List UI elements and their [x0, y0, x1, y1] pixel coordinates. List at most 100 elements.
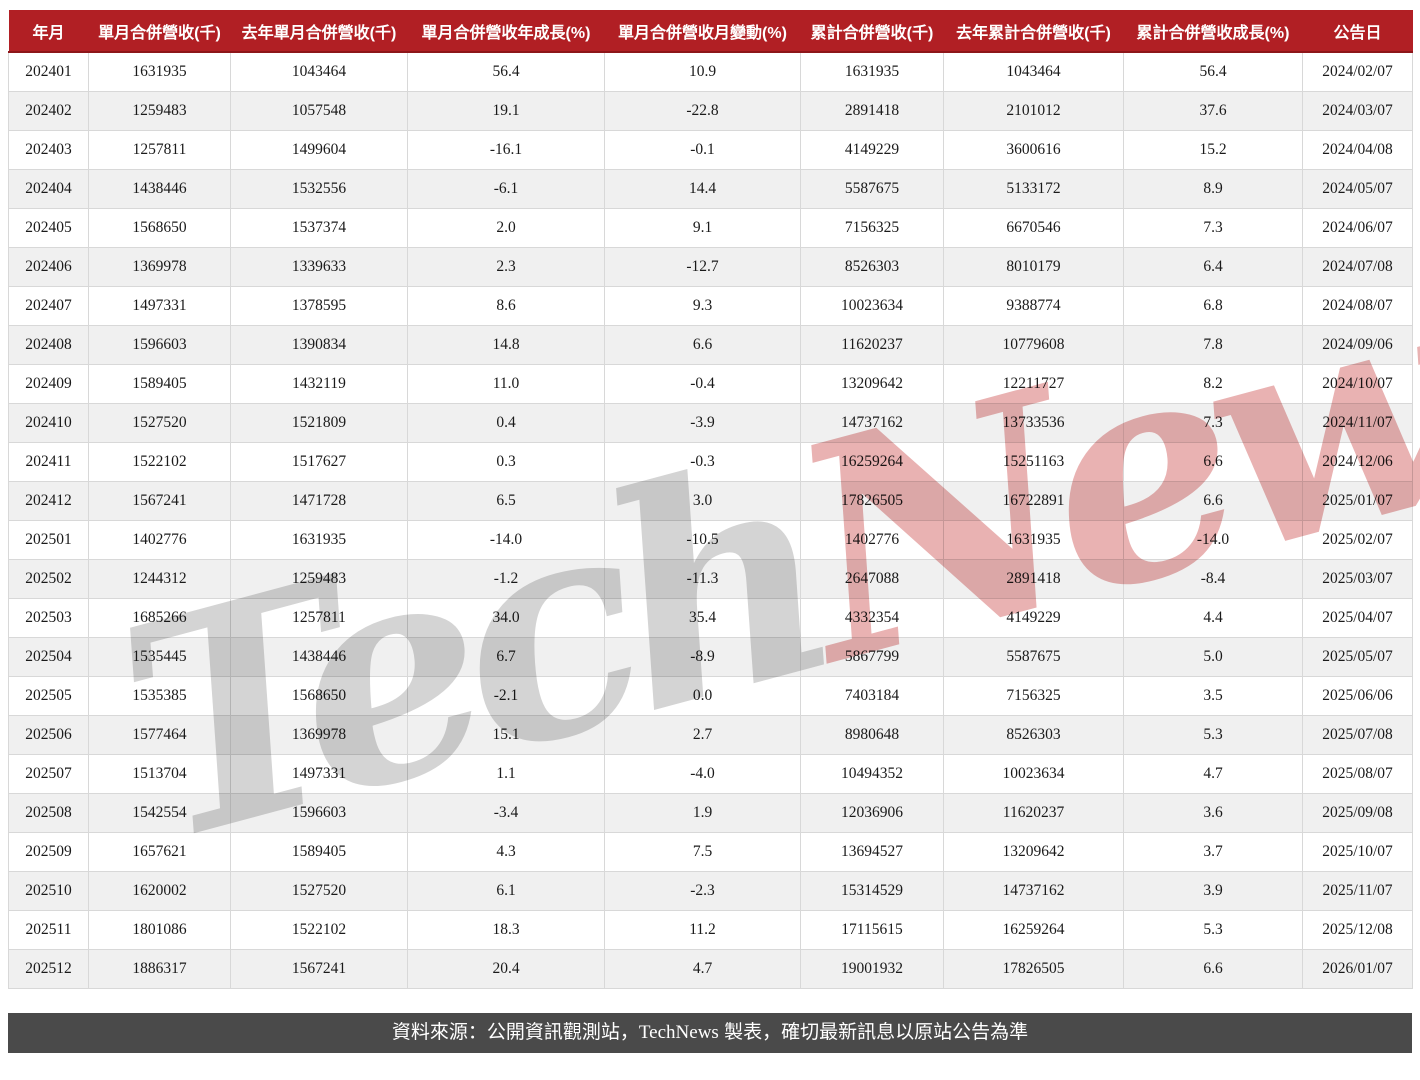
cell: 1369978: [230, 714, 408, 755]
cell: 8526303: [800, 246, 944, 287]
cell: 9.3: [604, 285, 801, 326]
column-header: 累計合併營收(千): [800, 10, 944, 53]
table-row: 202402 1259483 1057548 19.1 -22.8 2891418 2101…: [8, 90, 1413, 131]
cell: 2025/01/07: [1302, 480, 1413, 521]
cell: 5587675: [943, 636, 1124, 677]
cell: 202510: [8, 870, 89, 911]
cell: 8.6: [407, 285, 605, 326]
cell: -8.9: [604, 636, 801, 677]
header-row: 年月 單月合併營收(千) 去年單月合併營收(千) 單月合併營收年成長(%) 單月合併營收…: [8, 10, 1413, 53]
cell: 1596603: [88, 324, 231, 365]
cell: 1537374: [230, 207, 408, 248]
cell: 202503: [8, 597, 89, 638]
cell: 2024/09/06: [1302, 324, 1413, 365]
cell: 2024/05/07: [1302, 168, 1413, 209]
cell: -2.3: [604, 870, 801, 911]
cell: 15251163: [943, 441, 1124, 482]
cell: 202412: [8, 480, 89, 521]
cell: -0.4: [604, 363, 801, 404]
cell: 2024/03/07: [1302, 90, 1413, 131]
column-header: 累計合併營收成長(%): [1123, 10, 1303, 53]
cell: 6.6: [604, 324, 801, 365]
cell: 3.5: [1123, 675, 1303, 716]
cell: 1513704: [88, 753, 231, 794]
cell: -6.1: [407, 168, 605, 209]
column-header: 去年累計合併營收(千): [943, 10, 1124, 53]
table-row: 202411 1522102 1517627 0.3 -0.3 16259264 15251…: [8, 441, 1413, 482]
table-row: 202510 1620002 1527520 6.1 -2.3 15314529 14737…: [8, 870, 1413, 911]
cell: 1522102: [230, 909, 408, 950]
cell: 1438446: [230, 636, 408, 677]
table-row: 202406 1369978 1339633 2.3 -12.7 8526303 80101…: [8, 246, 1413, 287]
cell: 11620237: [800, 324, 944, 365]
table-row: 202401 1631935 1043464 56.4 10.9 1631935 10434…: [8, 51, 1413, 92]
cell: 2891418: [800, 90, 944, 131]
cell: 1499604: [230, 129, 408, 170]
cell: 202507: [8, 753, 89, 794]
cell: 2025/07/08: [1302, 714, 1413, 755]
cell: 18.3: [407, 909, 605, 950]
cell: 7156325: [800, 207, 944, 248]
cell: 202502: [8, 558, 89, 599]
cell: 2024/07/08: [1302, 246, 1413, 287]
table-row: 202412 1567241 1471728 6.5 3.0 17826505 167228…: [8, 480, 1413, 521]
cell: 202409: [8, 363, 89, 404]
table-row: 202405 1568650 1537374 2.0 9.1 7156325 6670546…: [8, 207, 1413, 248]
table-row: 202508 1542554 1596603 -3.4 1.9 12036906 11620…: [8, 792, 1413, 833]
cell: 16259264: [800, 441, 944, 482]
cell: 202511: [8, 909, 89, 950]
cell: 20.4: [407, 948, 605, 989]
column-header: 年月: [8, 10, 89, 53]
cell: 6.6: [1123, 441, 1303, 482]
cell: 2024/06/07: [1302, 207, 1413, 248]
cell: -0.3: [604, 441, 801, 482]
cell: 2025/09/08: [1302, 792, 1413, 833]
cell: 1567241: [230, 948, 408, 989]
cell: 1620002: [88, 870, 231, 911]
cell: 202506: [8, 714, 89, 755]
cell: -4.0: [604, 753, 801, 794]
cell: 1257811: [230, 597, 408, 638]
cell: 202402: [8, 90, 89, 131]
column-header: 公告日: [1302, 10, 1413, 53]
cell: 1402776: [88, 519, 231, 560]
cell: 2025/03/07: [1302, 558, 1413, 599]
cell: 1568650: [88, 207, 231, 248]
table-row: 202506 1577464 1369978 15.1 2.7 8980648 852630…: [8, 714, 1413, 755]
cell: 202501: [8, 519, 89, 560]
cell: 7.8: [1123, 324, 1303, 365]
cell: 11620237: [943, 792, 1124, 833]
cell: 1.1: [407, 753, 605, 794]
cell: 17826505: [800, 480, 944, 521]
cell: 1631935: [230, 519, 408, 560]
cell: 1259483: [230, 558, 408, 599]
cell: 2025/10/07: [1302, 831, 1413, 872]
cell: 1589405: [230, 831, 408, 872]
cell: 5.3: [1123, 714, 1303, 755]
cell: 1527520: [230, 870, 408, 911]
cell: 35.4: [604, 597, 801, 638]
cell: 4.7: [604, 948, 801, 989]
cell: 2024/10/07: [1302, 363, 1413, 404]
cell: 8.2: [1123, 363, 1303, 404]
cell: 4.4: [1123, 597, 1303, 638]
table-row: 202408 1596603 1390834 14.8 6.6 11620237 10779…: [8, 324, 1413, 365]
cell: 10023634: [943, 753, 1124, 794]
cell: 10023634: [800, 285, 944, 326]
cell: 6.6: [1123, 480, 1303, 521]
cell: 2.0: [407, 207, 605, 248]
cell: 1631935: [800, 51, 944, 92]
table-row: 202507 1513704 1497331 1.1 -4.0 10494352 10023…: [8, 753, 1413, 794]
cell: 202509: [8, 831, 89, 872]
cell: 6.7: [407, 636, 605, 677]
cell: 1.9: [604, 792, 801, 833]
cell: 16259264: [943, 909, 1124, 950]
cell: -16.1: [407, 129, 605, 170]
cell: 2647088: [800, 558, 944, 599]
table-row: 202409 1589405 1432119 11.0 -0.4 13209642 1221…: [8, 363, 1413, 404]
cell: 1057548: [230, 90, 408, 131]
cell: 2025/08/07: [1302, 753, 1413, 794]
cell: 202403: [8, 129, 89, 170]
cell: -22.8: [604, 90, 801, 131]
